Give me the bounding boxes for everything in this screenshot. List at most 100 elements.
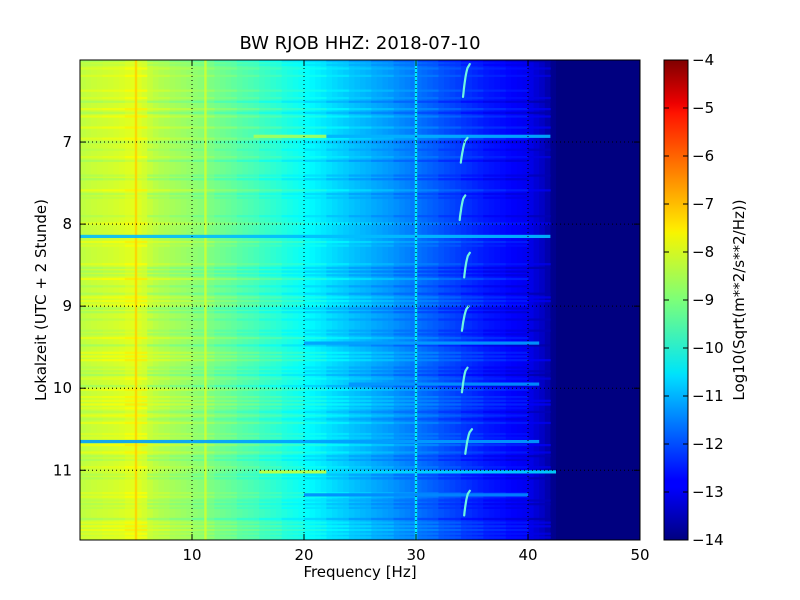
spectrogram-row-variation xyxy=(192,240,215,244)
spectrogram-row-variation xyxy=(348,403,372,406)
spectrogram-row-variation xyxy=(371,192,394,196)
spectrogram-row-variation xyxy=(147,403,170,406)
spectrogram-row-variation xyxy=(505,300,529,303)
spectrogram-row-variation xyxy=(326,373,350,377)
spectrogram-row-variation xyxy=(259,396,282,399)
x-axis-label: Frequency [Hz] xyxy=(303,563,416,581)
spectrogram-row-variation xyxy=(281,344,305,347)
spectrogram-row-variation xyxy=(416,421,439,425)
spectrogram-row-variation xyxy=(102,477,126,480)
colorbar-tick-label: −4 xyxy=(692,51,714,69)
spectrogram-row-variation xyxy=(281,473,305,476)
spectrogram-row-variation xyxy=(460,366,484,369)
spectrogram-row-variation xyxy=(192,296,215,299)
spectrogram-row-variation xyxy=(371,421,394,425)
spectrogram-row-variation xyxy=(304,528,327,532)
spectrogram-row-variation xyxy=(528,525,551,528)
spectrogram-row-variation xyxy=(438,137,462,140)
spectrogram-row-variation xyxy=(505,266,529,269)
spectrogram-row-variation xyxy=(236,418,260,421)
spectrogram-row-variation xyxy=(416,418,439,421)
spectrogram-row-variation xyxy=(326,492,350,495)
spectrogram-row-variation xyxy=(80,407,103,410)
spectrogram-row-variation xyxy=(102,156,126,159)
spectrogram-row-variation xyxy=(102,263,126,266)
spectrogram-row-variation xyxy=(236,292,260,295)
spectrogram-row-variation xyxy=(259,111,282,114)
spectrogram-row-variation xyxy=(393,296,417,299)
spectrogram-row-variation xyxy=(281,159,305,162)
spectrogram-row-variation xyxy=(80,499,103,502)
spectrogram-row-variation xyxy=(102,536,126,539)
bright-band xyxy=(326,134,551,138)
spectrogram-row-variation xyxy=(192,477,215,480)
spectrogram-row-variation xyxy=(326,377,350,380)
spectrogram-row-variation xyxy=(483,285,506,288)
spectrogram-row-variation xyxy=(348,266,372,269)
spectrogram-row-variation xyxy=(483,296,506,299)
spectrogram-row-variation xyxy=(371,399,394,402)
spectrogram-row-variation xyxy=(192,311,215,314)
spectrogram-row-variation xyxy=(438,455,462,458)
spectrogram-row-variation xyxy=(348,318,372,321)
spectrogram-row-variation xyxy=(80,300,103,303)
spectrogram-row-variation xyxy=(102,318,126,321)
spectrogram-row-variation xyxy=(102,444,126,447)
spectrogram-row-variation xyxy=(192,473,215,476)
spectrogram-row-variation xyxy=(80,432,103,436)
spectrogram-row-variation xyxy=(483,333,506,336)
spectrogram-row-variation xyxy=(416,370,439,373)
spectrogram-row-variation xyxy=(326,96,350,100)
spectrogram-row-variation xyxy=(236,388,260,391)
spectrogram-row-variation xyxy=(147,60,170,63)
spectrogram-row-variation xyxy=(304,370,327,373)
spectrogram-row-variation xyxy=(438,373,462,377)
spectrogram-row-variation xyxy=(169,396,193,399)
spectrogram-row-variation xyxy=(438,421,462,425)
spectrogram-row-variation xyxy=(505,174,529,177)
spectrogram-row-variation xyxy=(326,370,350,373)
spectrogram-row-variation xyxy=(371,366,394,369)
spectrogram-row-variation xyxy=(416,89,439,92)
spectrogram-row-variation xyxy=(236,436,260,439)
spectrogram-row-variation xyxy=(438,148,462,151)
spectrogram-row-variation xyxy=(102,421,126,425)
spectrogram-row-variation xyxy=(304,366,327,369)
spectrogram-row-variation xyxy=(348,432,372,436)
chirp-trace xyxy=(458,194,467,222)
spectrogram-row-variation xyxy=(371,307,394,310)
spectrogram-row-variation xyxy=(483,492,506,495)
spectrogram-row-variation xyxy=(326,111,350,114)
spectrogram-row-variation xyxy=(416,285,439,288)
y-tick-label: 11 xyxy=(53,461,72,479)
spectrogram-row-variation xyxy=(147,414,170,417)
colorbar-tick-label: −12 xyxy=(692,435,724,453)
spectrogram-row-variation xyxy=(259,410,282,413)
spectrogram-row-variation xyxy=(214,274,238,277)
spectrogram-row-variation xyxy=(147,499,170,502)
spectrogram-row-variation xyxy=(214,174,238,177)
spectrogram-row-variation xyxy=(483,329,506,332)
spectrogram-row-variation xyxy=(528,222,551,225)
spectrogram-row-variation xyxy=(438,178,462,181)
spectrogram-row-variation xyxy=(80,270,103,273)
spectrogram-row-variation xyxy=(304,473,327,476)
spectrogram-row-variation xyxy=(192,410,215,413)
spectrogram-row-variation xyxy=(214,178,238,181)
spectrogram-row-variation xyxy=(505,292,529,295)
spectrogram-row-variation xyxy=(259,344,282,347)
colorbar-tick-label: −13 xyxy=(692,483,724,501)
spectrogram-row-variation xyxy=(438,396,462,399)
chirp-trace xyxy=(464,428,474,455)
spectrogram-row-variation xyxy=(80,351,103,354)
spectrogram-row-variation xyxy=(326,174,350,177)
spectrogram-row-variation xyxy=(236,410,260,413)
spectrogram-row-variation xyxy=(281,458,305,461)
spectrogram-row-variation xyxy=(326,115,350,118)
spectrogram-row-variation xyxy=(304,359,327,362)
spectrogram-row-variation xyxy=(528,300,551,303)
spectrogram-row-variation xyxy=(416,266,439,269)
spectrogram-row-variation xyxy=(460,189,484,192)
spectrogram-row-variation xyxy=(102,274,126,277)
spectrogram-column xyxy=(567,60,574,540)
